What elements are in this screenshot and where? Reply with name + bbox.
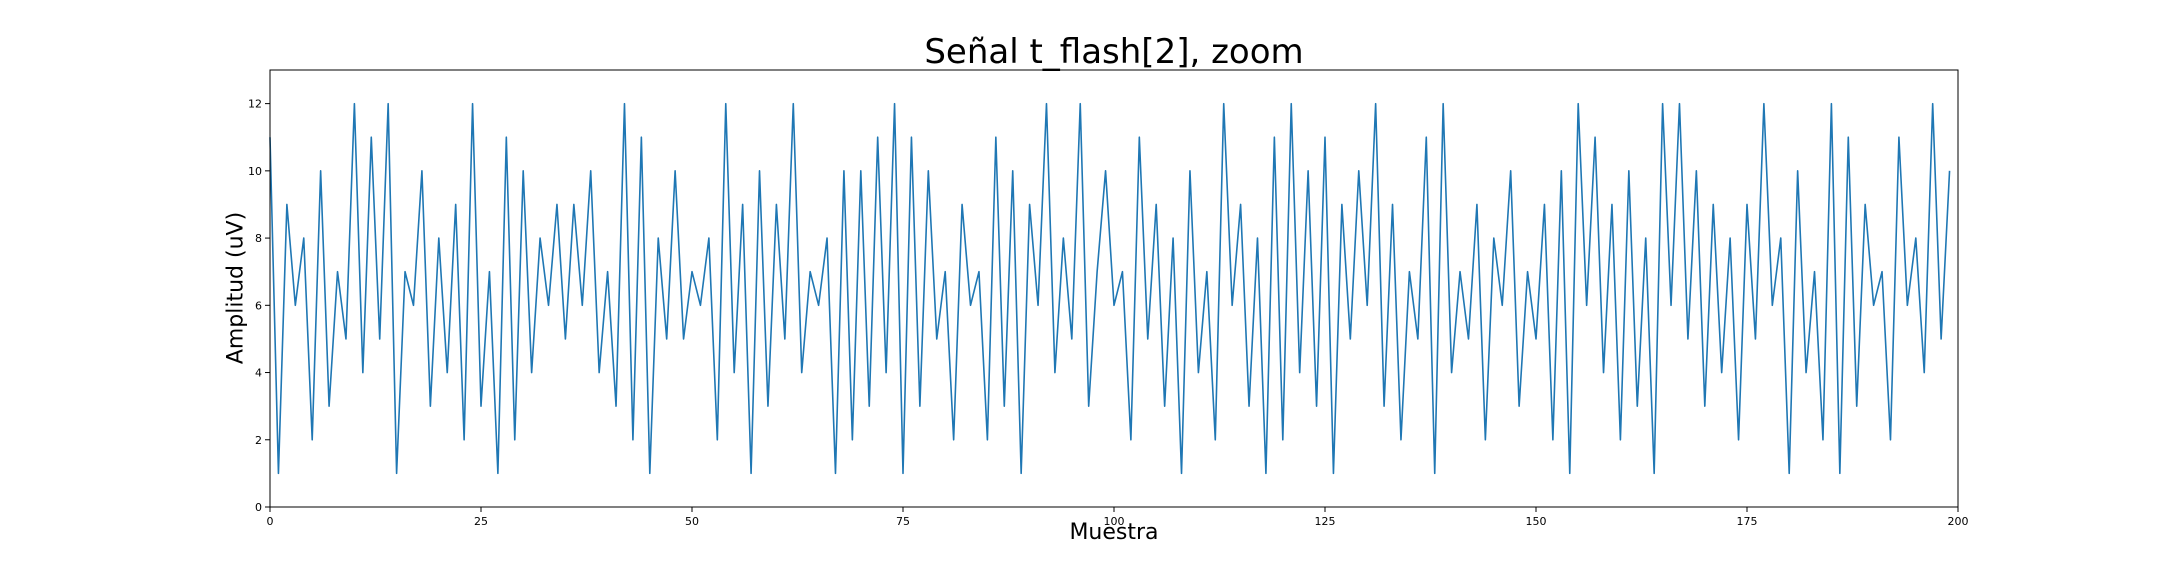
x-tick-label: 200 — [1948, 515, 1969, 528]
x-tick-label: 125 — [1315, 515, 1336, 528]
x-tick-label: 100 — [1104, 515, 1125, 528]
y-tick-label: 8 — [255, 232, 262, 245]
x-tick-label: 0 — [267, 515, 274, 528]
x-tick-label: 75 — [896, 515, 910, 528]
chart-title: Señal t_flash[2], zoom — [924, 32, 1304, 72]
series-layer — [269, 102, 1951, 475]
series-line — [269, 102, 1951, 475]
y-tick-label: 0 — [255, 501, 262, 514]
x-tick-label: 150 — [1526, 515, 1547, 528]
y-tick-label: 6 — [255, 299, 262, 312]
x-tick-label: 25 — [474, 515, 488, 528]
y-axis-label: Amplitud (uV) — [223, 211, 249, 365]
y-tick-label: 2 — [255, 434, 262, 447]
y-tick-label: 10 — [248, 165, 262, 178]
x-axis-label: Muestra — [1069, 520, 1159, 545]
plot-frame — [269, 69, 1959, 508]
axis-ticks: 0 25 50 75 100 125 150 175 200 0 2 4 6 8 10 12 — [248, 98, 1969, 528]
x-tick-label: 175 — [1737, 515, 1758, 528]
y-tick-label: 4 — [255, 367, 262, 380]
y-tick-label: 12 — [248, 98, 262, 111]
x-tick-label: 50 — [685, 515, 699, 528]
